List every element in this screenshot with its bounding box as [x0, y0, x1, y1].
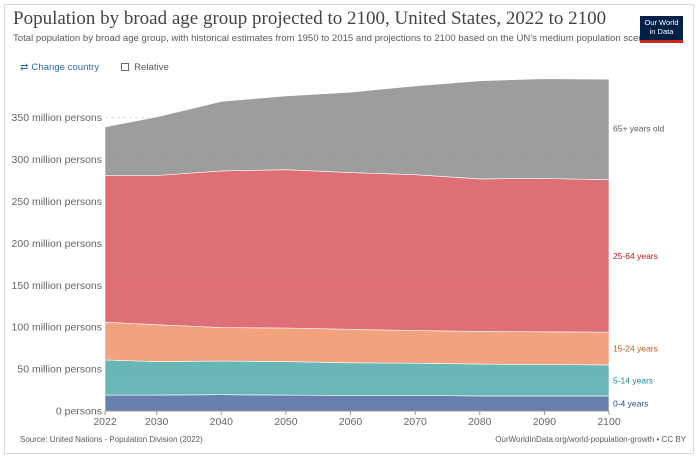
y-tick-label: 200 million persons — [12, 238, 102, 250]
x-tick-label: 2100 — [597, 416, 621, 428]
x-tick-label: 2080 — [468, 416, 492, 428]
y-tick-label: 300 million persons — [12, 154, 102, 166]
logo-line-1: Our World — [644, 18, 679, 27]
source-note: Source: United Nations - Population Divi… — [20, 435, 203, 444]
series-label: 15-24 years — [613, 344, 658, 354]
area-25-64-years — [104, 169, 610, 333]
swap-arrows-icon: ⇄ — [20, 61, 29, 73]
x-tick-label: 2030 — [145, 416, 169, 428]
series-label: 5-14 years — [613, 375, 653, 385]
area-65-years-old — [104, 78, 610, 181]
relative-checkbox[interactable] — [121, 63, 130, 71]
credit-note[interactable]: OurWorldInData.org/world-population-grow… — [495, 435, 686, 444]
x-tick-label: 2060 — [339, 416, 363, 428]
relative-toggle[interactable]: Relative — [121, 62, 169, 73]
x-tick-label: 2040 — [210, 416, 234, 428]
relative-label: Relative — [134, 61, 169, 73]
x-tick-label: 2070 — [403, 416, 427, 428]
series-label: 0-4 years — [613, 398, 648, 408]
area-0-4-years — [104, 394, 610, 412]
y-tick-label: 150 million persons — [12, 280, 102, 292]
y-tick-label: 50 million persons — [17, 364, 102, 376]
y-tick-label: 250 million persons — [12, 196, 102, 208]
chart-title: Population by broad age group projected … — [13, 8, 607, 29]
y-tick-label: 350 million persons — [12, 112, 102, 124]
y-tick-label: 0 persons — [56, 406, 102, 418]
chart-subtitle: Total population by broad age group, wit… — [13, 33, 663, 44]
logo-line-2: in Data — [649, 26, 674, 36]
y-tick-label: 100 million persons — [12, 322, 102, 334]
area-5-14-years — [104, 359, 610, 397]
change-country-label: Change country — [31, 61, 100, 73]
owid-logo[interactable]: Our World in Data — [640, 16, 683, 43]
series-label: 25-64 years — [613, 251, 658, 261]
chart-controls: ⇄ Change country Relative — [20, 60, 169, 74]
x-tick-label: 2050 — [274, 416, 298, 428]
series-label: 65+ years old — [613, 124, 665, 134]
change-country-button[interactable]: ⇄ Change country — [20, 62, 99, 73]
x-tick-label: 2090 — [533, 416, 557, 428]
x-tick-label: 2022 — [93, 416, 117, 428]
